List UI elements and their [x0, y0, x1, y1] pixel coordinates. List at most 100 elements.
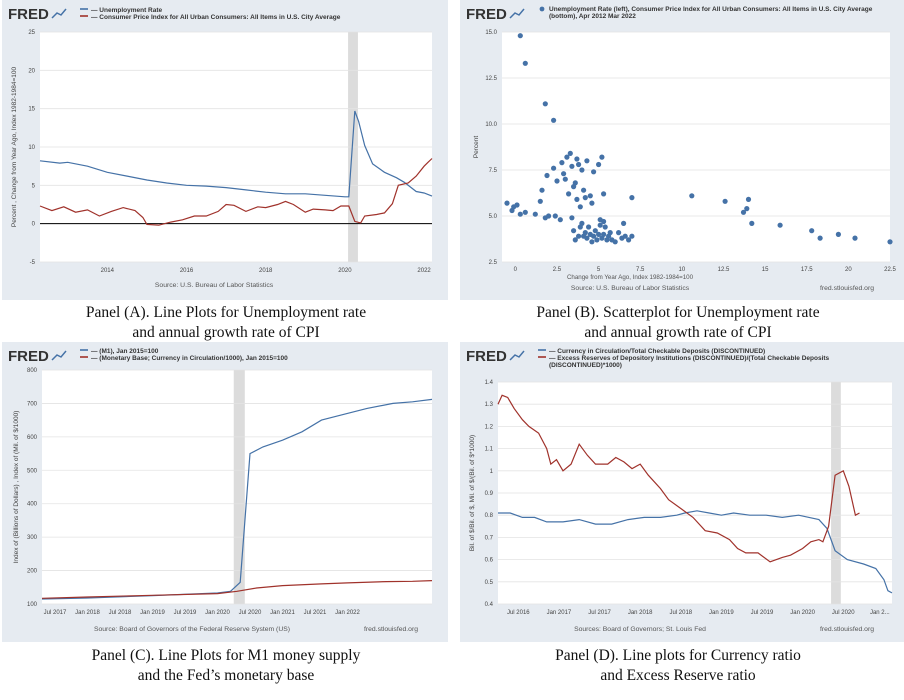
scatter-point — [552, 213, 558, 219]
x-tick-label: Jan 2019 — [709, 610, 734, 616]
scatter-point — [749, 220, 755, 226]
y-tick-label: 15.0 — [485, 30, 497, 36]
y-tick-label: 400 — [27, 502, 38, 508]
x-tick-label: Jul 2020 — [832, 610, 855, 616]
y-tick-label: 5 — [32, 183, 36, 189]
scatter-point — [522, 209, 528, 215]
recession-band — [233, 370, 245, 604]
y-tick-label: 700 — [27, 401, 38, 407]
fred-logo-icon — [51, 350, 67, 361]
y-axis-label: Index of (Billions of Dollars) , Index o… — [13, 411, 20, 564]
scatter-point — [740, 209, 747, 215]
y-tick-label: 0.7 — [485, 535, 494, 541]
scatter-point — [569, 163, 575, 169]
caption-a-line2: and annual growth rate of CPI — [132, 324, 320, 341]
scatter-point — [817, 235, 823, 241]
caption-b-line2: and annual growth rate of CPI — [584, 324, 772, 341]
x-tick-label: Jan 2020 — [205, 610, 230, 616]
scatter-point — [517, 211, 523, 217]
x-tick-label: Jan 2019 — [140, 610, 165, 616]
scatter-point — [551, 165, 557, 171]
x-tick-label: 12.5 — [718, 267, 730, 273]
caption-d: Panel (D). Line plots for Currency ratio… — [452, 646, 904, 686]
legend-entry: — Excess Reserves of Depository Institut… — [549, 355, 830, 362]
y-tick-label: 100 — [27, 602, 38, 608]
x-tick-label: Jul 2016 — [507, 610, 530, 616]
series-line — [39, 158, 433, 226]
scatter-point — [887, 239, 893, 245]
scatter-point — [537, 198, 543, 204]
x-tick-label: 17.5 — [801, 267, 813, 273]
caption-c: Panel (C). Line Plots for M1 money suppl… — [0, 646, 452, 686]
scatter-point — [579, 220, 585, 226]
source-note: Source: U.S. Bureau of Labor Statistics — [155, 282, 274, 289]
caption-c-line1: Panel (C). Line Plots for M1 money suppl… — [91, 647, 361, 664]
scatter-point — [612, 239, 618, 245]
scatter-point — [616, 230, 622, 236]
scatter-point — [504, 200, 510, 206]
scatter-point — [577, 204, 583, 210]
panel-b: FRED 2.5 5.0 7.5 10.0 12.5 15.0 0 2.5 5 7.5 10 12.5 1… — [460, 0, 904, 300]
scatter-point — [744, 206, 750, 212]
scatter-point — [532, 211, 538, 217]
scatter-point — [594, 237, 600, 243]
x-tick-label: Jul 2019 — [751, 610, 774, 616]
scatter-point — [571, 228, 577, 234]
panel-a: FRED -5 0 5 10 15 20 25 2014 2016 2018 2020 2022 — Un… — [2, 0, 448, 300]
scatter-point — [584, 235, 590, 241]
scatter-point — [809, 228, 815, 234]
scatter-point — [591, 233, 597, 239]
scatter-point — [546, 213, 552, 219]
scatter-point — [574, 156, 580, 162]
x-tick-label: 0 — [514, 267, 518, 273]
fred-logo: FRED — [466, 348, 507, 365]
x-tick-label: Jan 2017 — [547, 610, 572, 616]
scatter-point — [551, 117, 557, 123]
panel-c: FRED 100 200 300 400 500 600 700 800 Jul 2017 Jan … — [2, 342, 448, 642]
y-tick-label: 600 — [27, 435, 38, 441]
scatter-point — [522, 60, 528, 66]
x-tick-label: 5 — [597, 267, 601, 273]
fred-link: fred.stlouisfed.org — [820, 626, 874, 633]
scatter-point — [835, 231, 841, 237]
fred-link: fred.stlouisfed.org — [820, 285, 874, 292]
x-axis-label: Change from Year Ago, Index 1982-1984=10… — [567, 274, 694, 281]
scatter-point — [517, 33, 523, 39]
scatter-point — [621, 220, 627, 226]
y-tick-label: 0.4 — [485, 602, 494, 608]
x-tick-label: 2016 — [180, 268, 194, 274]
chart-b: FRED 2.5 5.0 7.5 10.0 12.5 15.0 0 2.5 5 7.5 10 12.5 1… — [466, 6, 896, 292]
legend-entry: — Currency in Circulation/Total Checkabl… — [549, 348, 765, 355]
y-tick-label: 25 — [28, 30, 35, 36]
y-tick-label: 1.4 — [485, 380, 494, 386]
scatter-point — [554, 178, 560, 184]
series-line — [498, 510, 893, 594]
scatter-point — [596, 161, 602, 168]
x-tick-label: Jul 2017 — [588, 610, 611, 616]
y-tick-label: 20 — [28, 68, 35, 74]
scatter-point — [584, 158, 590, 164]
y-tick-label: 0.9 — [485, 491, 494, 497]
y-tick-label: 1.1 — [485, 447, 494, 453]
scatter-point — [745, 196, 752, 202]
y-tick-label: 15 — [28, 107, 35, 113]
scatter-point — [514, 202, 520, 208]
legend-entry: — (M1), Jan 2015=100 — [91, 348, 159, 355]
x-tick-label: 2020 — [338, 268, 352, 274]
scatter-point — [572, 237, 578, 243]
y-tick-label: -5 — [30, 260, 36, 266]
scatter-point — [607, 230, 613, 236]
caption-a: Panel (A). Line Plots for Unemployment r… — [0, 303, 452, 343]
legend-entry: — (Monetary Base; Currency in Circulatio… — [91, 355, 288, 362]
source-note: Sources: Board of Governors; St. Louis F… — [574, 626, 706, 633]
x-tick-label: 2022 — [417, 268, 431, 274]
source-note: Source: Board of Governors of the Federa… — [94, 626, 290, 633]
scatter-point — [629, 195, 635, 201]
caption-b-line1: Panel (B). Scatterplot for Unemployment … — [536, 304, 820, 321]
fred-logo-icon — [509, 8, 525, 19]
x-tick-label: Jul 2021 — [304, 610, 327, 616]
y-tick-label: 1.3 — [485, 402, 494, 408]
legend-entry: (bottom), Apr 2012 Mar 2022 — [549, 13, 636, 20]
chart-a: FRED -5 0 5 10 15 20 25 2014 2016 2018 2020 2022 — Un… — [8, 6, 433, 289]
scatter-point — [589, 239, 595, 245]
